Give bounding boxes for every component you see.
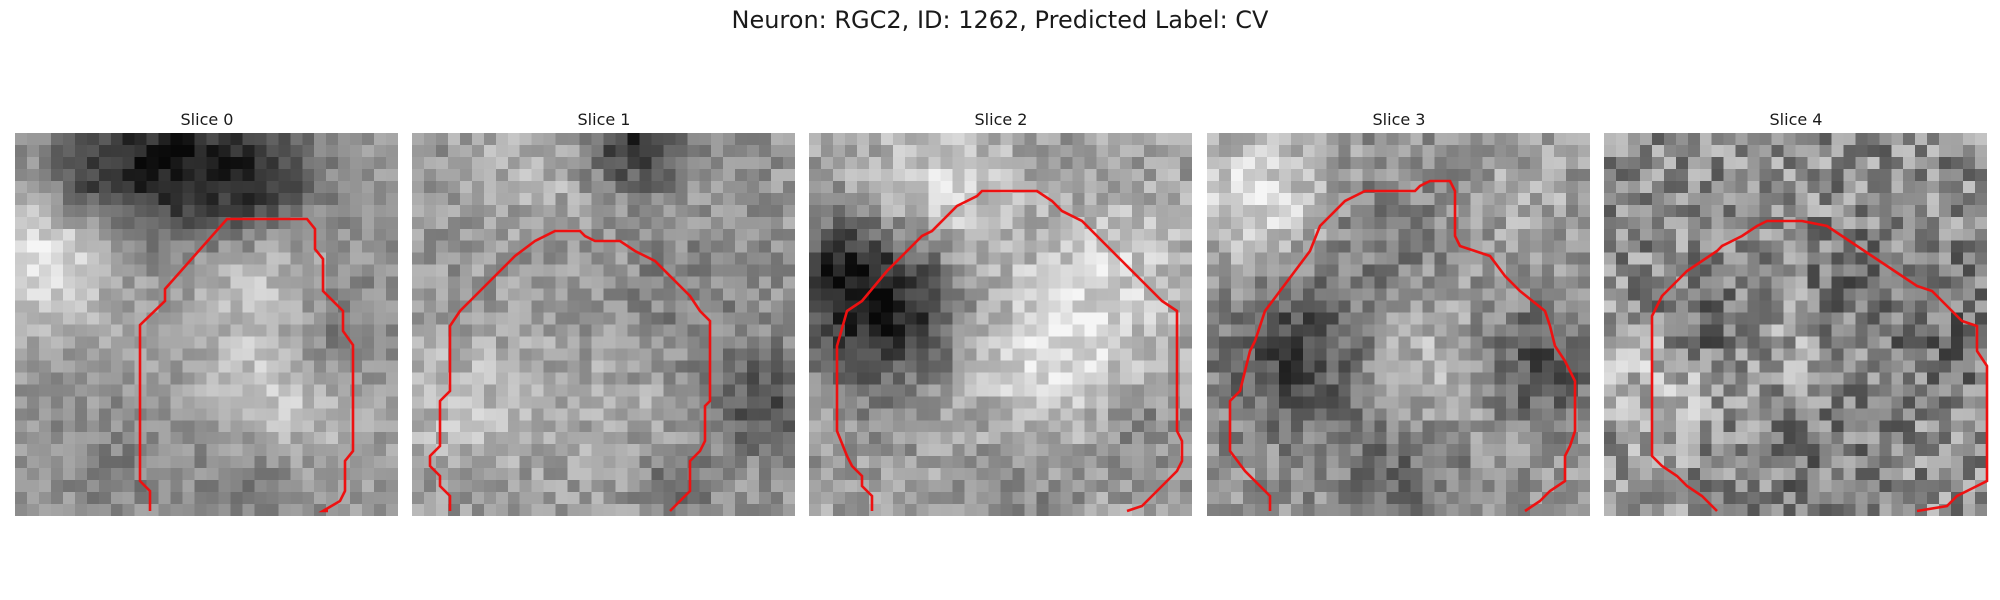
contour-line-2 <box>835 189 1184 513</box>
slice-image-4 <box>1604 133 1987 516</box>
neuron-contour-2 <box>835 189 1184 513</box>
neuron-contour-3 <box>1228 179 1577 513</box>
figure-title: Neuron: RGC2, ID: 1262, Predicted Label:… <box>731 6 1269 34</box>
contour-line-0 <box>138 217 355 513</box>
neuron-contour-1 <box>428 229 712 512</box>
slice-image-3 <box>1207 133 1590 516</box>
slice-image-1 <box>412 133 795 516</box>
slice-title-3: Slice 3 <box>1372 110 1426 129</box>
slice-title-1: Slice 1 <box>577 110 631 129</box>
slice-title-0: Slice 0 <box>180 110 234 129</box>
slice-image-0 <box>15 133 398 516</box>
slice-title-4: Slice 4 <box>1769 110 1823 129</box>
neuron-contour-0 <box>138 217 355 513</box>
slice-image-2 <box>809 133 1192 516</box>
contour-line-3 <box>1228 179 1577 513</box>
neuron-contour-4 <box>1650 219 1989 513</box>
contour-line-1 <box>428 229 712 512</box>
contour-line-4 <box>1650 219 1989 513</box>
slice-title-2: Slice 2 <box>974 110 1028 129</box>
